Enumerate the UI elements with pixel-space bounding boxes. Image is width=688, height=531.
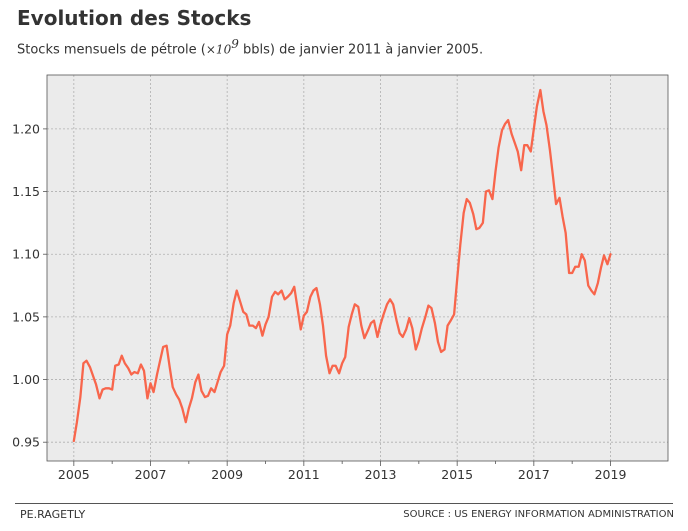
y-tick-label: 1.00 [12,372,40,387]
y-tick-label: 1.15 [12,184,40,199]
x-tick-label: 2007 [135,467,167,482]
x-tick-label: 2009 [211,467,243,482]
footer-author: PE.RAGETLY [20,508,86,521]
subtitle-multiplier: ×10 [205,42,232,57]
x-tick-label: 2015 [441,467,473,482]
x-tick-label: 2019 [595,467,627,482]
plot-frame [46,74,669,462]
footer-divider [15,503,673,504]
subtitle-prefix: Stocks mensuels de pétrole ( [17,42,206,58]
chart-subtitle: Stocks mensuels de pétrole (×109 bbls) d… [17,37,483,57]
x-tick-label: 2017 [518,467,550,482]
x-tick-label: 2013 [365,467,397,482]
x-tick-label: 2005 [58,467,90,482]
series-line [72,88,612,443]
x-tick-label: 2011 [288,467,320,482]
y-tick-label: 0.95 [12,435,40,450]
y-tick-label: 1.20 [12,121,40,136]
subtitle-suffix: bbls) de janvier 2011 à janvier 2005. [238,42,484,58]
y-tick-label: 1.10 [12,247,40,262]
chart-title: Evolution des Stocks [17,6,252,30]
footer-source: SOURCE : US ENERGY INFORMATION ADMINISTR… [403,509,674,520]
subtitle-exponent: 9 [231,37,239,51]
y-tick-label: 1.05 [12,309,40,324]
